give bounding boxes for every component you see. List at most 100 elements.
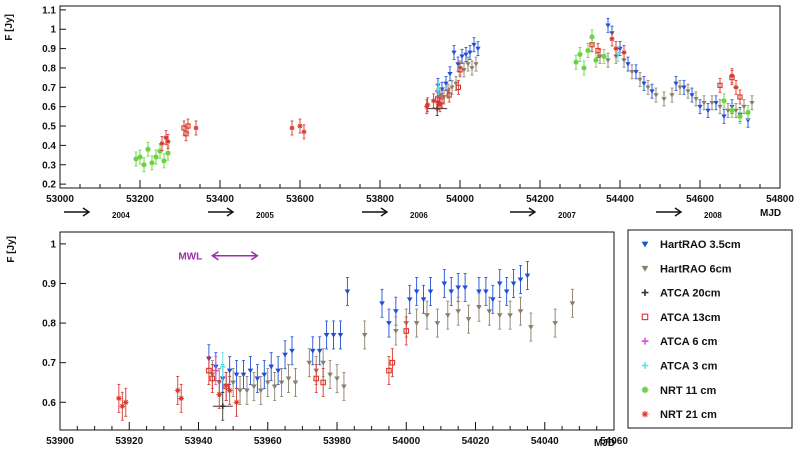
top-point [447,71,453,77]
year-label: 2008 [704,211,722,220]
legend-marker [641,241,649,248]
bottom-point [213,367,219,374]
top-ytick-label: 1.1 [42,5,56,16]
bottom-ytick-label: 0.6 [42,398,56,409]
top-point [729,107,735,114]
top-point [737,94,743,100]
top-point [573,59,579,65]
year-arrowhead [380,207,389,217]
top-point [457,67,463,73]
top-point [701,100,707,106]
top-point [137,154,143,160]
top-point [629,70,635,75]
bottom-point [448,289,455,295]
bottom-xlabel: MJD [594,438,615,449]
year-label: 2007 [558,211,576,220]
bottom-point [361,333,368,338]
top-point [455,84,462,90]
top-xtick-label: 53800 [366,194,394,205]
top-point [621,49,627,56]
top-point [745,109,751,116]
top-point [301,129,307,135]
bottom-point [344,289,351,295]
top-ytick-label: 0.9 [42,44,56,55]
top-point [141,162,147,168]
top-plot-frame [59,5,781,189]
bottom-xtick-label: 53960 [254,436,282,447]
mwl-arrowhead-right [250,251,259,261]
top-xtick-label: 53400 [206,194,234,205]
bottom-point [496,281,503,287]
bottom-point [413,289,420,295]
bottom-point [271,384,278,390]
bottom-point [465,317,472,322]
legend-item: ATCA 3 cm [641,361,718,373]
bottom-point [503,289,510,295]
legend-item: ATCA 6 cm [641,336,718,348]
top-ytick-label: 0.2 [42,180,56,191]
bottom-xtick-label: 53940 [185,436,213,447]
top-point [434,106,440,112]
top-point [645,85,651,90]
top-point [467,50,473,56]
bottom-point [251,384,257,390]
top-xtick-label: 53600 [286,194,314,205]
top-point [193,125,199,131]
legend-item: ATCA 20cm [641,288,721,300]
bottom-point [455,285,461,291]
bottom-point [393,329,399,334]
top-point [424,104,430,110]
top-point [717,82,723,89]
top-point [471,42,477,48]
year-label: 2005 [256,211,274,220]
top-point [733,108,739,114]
top-point [681,85,687,90]
bottom-xtick-label: 53920 [115,436,143,447]
top-point [449,85,455,90]
top-point [653,93,659,98]
top-point [161,158,167,164]
top-point [593,57,599,63]
bottom-point [268,364,275,370]
bottom-point [264,380,271,386]
top-point [641,81,647,87]
top-point [661,97,667,102]
bottom-point [517,309,524,314]
top-point [605,23,611,28]
top-point [685,89,691,94]
legend-item: NRT 11 cm [641,385,716,397]
top-point [601,53,607,59]
top-point [577,51,583,58]
legend-item: NRT 21 cm [641,409,717,421]
bottom-point [122,399,129,406]
top-point [749,100,755,106]
top-ytick-label: 1 [50,25,56,36]
bottom-point [441,281,448,287]
legend-label: NRT 21 cm [660,409,717,421]
top-ytick-label: 0.7 [42,83,56,94]
top-point [709,100,715,106]
top-point [455,62,461,67]
bottom-ytick-label: 1 [50,239,56,250]
top-point [585,47,591,54]
top-point [431,98,437,104]
top-point [461,68,467,73]
bottom-point [282,352,288,358]
top-point [465,62,471,67]
top-ylabel: F [Jy] [4,14,15,41]
bottom-point [309,348,316,354]
bottom-point [230,380,236,386]
bottom-point [226,368,233,374]
bottom-point [316,348,323,354]
bottom-point [427,289,434,295]
top-point [713,100,719,106]
bottom-xtick-label: 54020 [462,436,490,447]
top-point [697,104,703,110]
top-point [451,50,457,56]
top-point [165,150,171,156]
top-point [425,102,431,108]
top-point [165,138,171,145]
top-point [463,52,469,58]
bottom-point [289,348,295,354]
bottom-xtick-label: 54000 [392,436,420,447]
